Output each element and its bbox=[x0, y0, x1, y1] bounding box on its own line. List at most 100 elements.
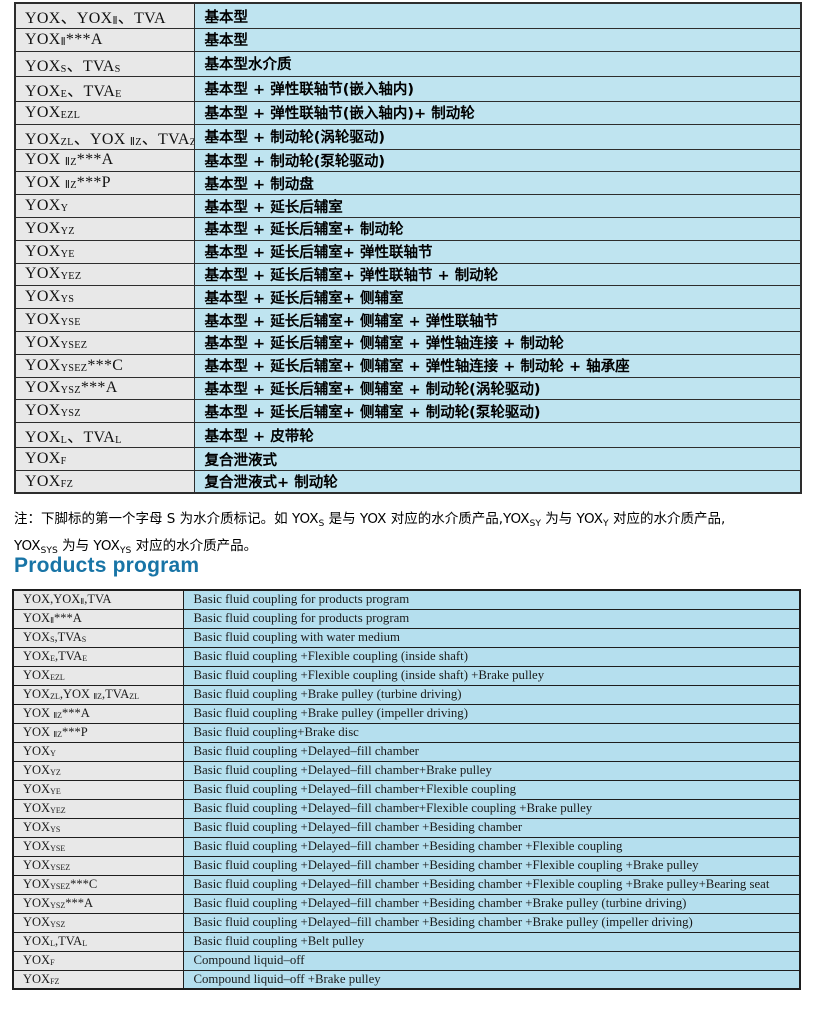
model-subscript: ⅡZ bbox=[53, 711, 63, 720]
table-row: YOXⅡ***A Basic fluid coupling for product… bbox=[12, 608, 801, 629]
model-subscript: YEZ bbox=[50, 806, 66, 815]
description-cell: 基本型 + 皮带轮 bbox=[193, 422, 802, 449]
model-cell: YOXYZ bbox=[14, 216, 195, 241]
description-cell: 基本型 + 延长后辅室+ 侧辅室 + 弹性联轴节 bbox=[193, 308, 802, 332]
model-subscript: YSEZ bbox=[50, 863, 71, 872]
description-cell: 基本型 + 制动轮(涡轮驱动) bbox=[193, 123, 802, 150]
model-subscript: YSZ bbox=[60, 385, 81, 397]
model-subscript: Ⅱ bbox=[80, 597, 85, 607]
table-row: YOX ⅡZ***A 基本型 + 制动轮(泵轮驱动) bbox=[14, 148, 802, 173]
table-row: YOXF Compound liquid–off bbox=[12, 950, 801, 971]
model-cell: YOXF bbox=[12, 950, 184, 971]
model-cell: YOXYSEZ***C bbox=[12, 874, 184, 895]
model-cell: YOXⅡ***A bbox=[12, 608, 184, 629]
model-table-en: YOX,YOXⅡ,TVA Basic fluid coupling for pro… bbox=[12, 589, 801, 990]
description-cell: Basic fluid coupling +Delayed–fill chamb… bbox=[182, 893, 801, 914]
description-cell: 基本型 + 延长后辅室 bbox=[193, 194, 802, 218]
model-subscript: YS bbox=[60, 294, 75, 306]
model-table-cn-body: YOX、YOXⅡ、TVA 基本型 YOXⅡ***A 基本型 YOXS、TVAS 基本型水介… bbox=[14, 2, 802, 494]
model-subscript: SY bbox=[529, 518, 541, 529]
table-row: YOXYE Basic fluid coupling +Delayed–fill … bbox=[12, 779, 801, 800]
description-cell: Basic fluid coupling +Delayed–fill chamb… bbox=[182, 836, 801, 857]
model-cell: YOXYSEZ bbox=[12, 855, 184, 876]
description-cell: 基本型 + 延长后辅室+ 侧辅室 + 制动轮(泵轮驱动) bbox=[193, 399, 802, 424]
model-subscript: FZ bbox=[60, 478, 74, 490]
description-cell: 复合泄液式 bbox=[193, 447, 802, 471]
description-cell: 基本型 + 延长后辅室+ 弹性联轴节 + 制动轮 bbox=[193, 262, 802, 287]
model-subscript: E bbox=[115, 88, 122, 100]
model-subscript: YZ bbox=[60, 225, 75, 237]
description-cell: Basic fluid coupling for products progra… bbox=[182, 589, 801, 610]
model-cell: YOXZL、YOX ⅡZ、TVAZL bbox=[14, 123, 195, 150]
model-subscript: YSZ bbox=[50, 901, 66, 910]
model-subscript: ZL bbox=[60, 136, 74, 148]
model-subscript: S bbox=[50, 635, 55, 644]
model-cell: YOXYEZ bbox=[14, 262, 195, 287]
model-subscript: ⅡZ bbox=[64, 180, 77, 192]
model-subscript: YSZ bbox=[60, 408, 81, 420]
description-cell: Basic fluid coupling +Delayed–fill chamb… bbox=[182, 741, 801, 762]
model-subscript: Y bbox=[50, 749, 56, 758]
model-cell: YOXYSE bbox=[14, 308, 195, 332]
model-subscript: YE bbox=[60, 248, 75, 260]
table-row: YOXF 复合泄液式 bbox=[14, 447, 802, 471]
model-cell: YOXYE bbox=[12, 779, 184, 800]
model-cell: YOX ⅡZ***A bbox=[12, 703, 184, 724]
description-cell: Basic fluid coupling +Flexible coupling … bbox=[182, 646, 801, 667]
model-cell: YOXS,TVAS bbox=[12, 627, 184, 648]
table-row: YOXⅡ***A 基本型 bbox=[14, 28, 802, 52]
description-cell: 基本型 + 弹性联轴节(嵌入轴内)+ 制动轮 bbox=[193, 100, 802, 125]
table-row: YOXYSEZ***C 基本型 + 延长后辅室+ 侧辅室 + 弹性轴连接 + 制动… bbox=[14, 353, 802, 378]
description-cell: Basic fluid coupling +Delayed–fill chamb… bbox=[182, 798, 801, 819]
model-cell: YOX,YOXⅡ,TVA bbox=[12, 589, 184, 610]
model-subscript: ⅡZ bbox=[129, 136, 142, 148]
model-subscript: YE bbox=[50, 787, 61, 796]
description-cell: 基本型 bbox=[193, 28, 802, 52]
description-cell: 基本型 + 延长后辅室+ 侧辅室 + 弹性轴连接 + 制动轮 + 轴承座 bbox=[193, 353, 802, 378]
model-subscript: F bbox=[50, 958, 55, 967]
model-subscript: YSEZ bbox=[60, 362, 88, 374]
model-cell: YOX ⅡZ***P bbox=[12, 722, 184, 743]
model-cell: YOXF bbox=[14, 447, 195, 471]
table-row: YOXYZ Basic fluid coupling +Delayed–fill … bbox=[12, 760, 801, 781]
description-cell: Basic fluid coupling +Delayed–fill chamb… bbox=[182, 779, 801, 800]
model-subscript: YSE bbox=[50, 844, 66, 853]
model-cell: YOXS、TVAS bbox=[14, 50, 195, 77]
table-row: YOX ⅡZ***A Basic fluid coupling +Brake pu… bbox=[12, 703, 801, 724]
model-cell: YOXYZ bbox=[12, 760, 184, 781]
model-cell: YOX ⅡZ***A bbox=[14, 148, 195, 173]
model-cell: YOXⅡ***A bbox=[14, 28, 195, 52]
model-subscript: S bbox=[81, 635, 87, 644]
model-subscript: L bbox=[50, 939, 55, 948]
table-row: YOXYS 基本型 + 延长后辅室+ 侧辅室 bbox=[14, 285, 802, 310]
model-subscript: E bbox=[82, 654, 88, 663]
model-subscript: L bbox=[115, 435, 122, 447]
model-cell: YOXFZ bbox=[12, 969, 184, 990]
model-subscript: ZL bbox=[129, 692, 140, 701]
model-subscript: ⅡZ bbox=[64, 157, 77, 169]
description-cell: Basic fluid coupling +Delayed–fill chamb… bbox=[182, 874, 801, 895]
model-cell: YOXEZL bbox=[14, 100, 195, 125]
model-subscript: YSEZ bbox=[60, 339, 88, 351]
description-cell: 复合泄液式+ 制动轮 bbox=[193, 469, 802, 494]
table-row: YOXL、TVAL 基本型 + 皮带轮 bbox=[14, 422, 802, 449]
model-subscript: E bbox=[60, 88, 68, 100]
table-row: YOXEZL Basic fluid coupling +Flexible cou… bbox=[12, 665, 801, 686]
model-cell: YOXZL,YOX ⅡZ,TVAZL bbox=[12, 684, 184, 705]
table-row: YOXYSE Basic fluid coupling +Delayed–fill… bbox=[12, 836, 801, 857]
model-cell: YOXYSZ bbox=[14, 399, 195, 424]
description-cell: Basic fluid coupling +Delayed–fill chamb… bbox=[182, 817, 801, 838]
table-row: YOX,YOXⅡ,TVA Basic fluid coupling for pro… bbox=[12, 589, 801, 610]
model-cell: YOX、YOXⅡ、TVA bbox=[14, 2, 195, 29]
model-subscript: Y bbox=[60, 203, 69, 215]
description-cell: 基本型 + 弹性联轴节(嵌入轴内) bbox=[193, 75, 802, 102]
model-cell: YOXYS bbox=[14, 285, 195, 310]
table-row: YOXYS Basic fluid coupling +Delayed–fill … bbox=[12, 817, 801, 838]
description-cell: Compound liquid–off +Brake pulley bbox=[182, 969, 801, 990]
description-cell: Basic fluid coupling +Delayed–fill chamb… bbox=[182, 855, 801, 876]
table-row: YOX、YOXⅡ、TVA 基本型 bbox=[14, 2, 802, 29]
description-cell: 基本型 + 延长后辅室+ 侧辅室 bbox=[193, 285, 802, 310]
table-row: YOXYSZ Basic fluid coupling +Delayed–fill… bbox=[12, 912, 801, 933]
description-cell: Basic fluid coupling +Brake pulley (turb… bbox=[182, 684, 801, 705]
model-subscript: FZ bbox=[50, 976, 60, 986]
